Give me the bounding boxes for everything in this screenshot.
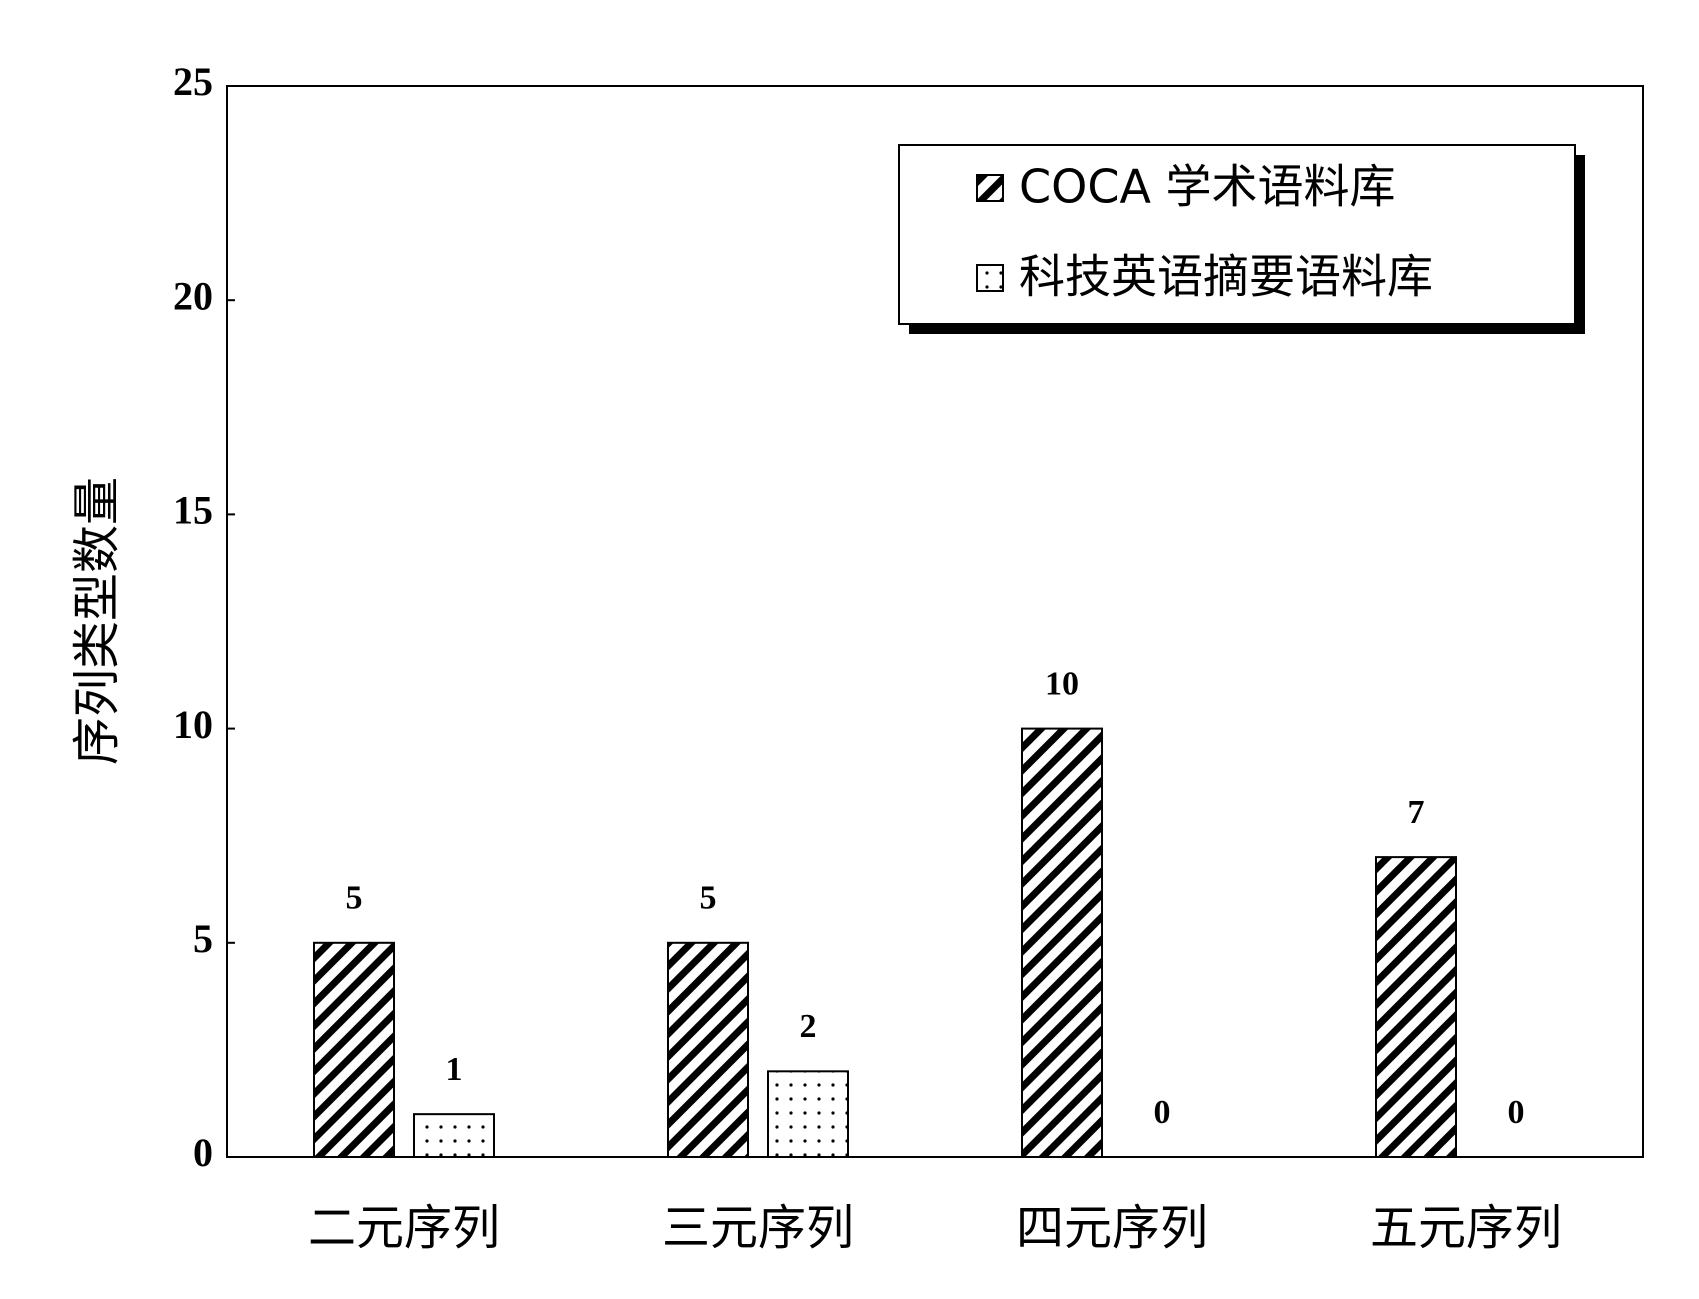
- y-tick-label: 15: [173, 488, 213, 533]
- y-axis-label: 序列类型数量: [69, 477, 125, 765]
- y-tick-label: 10: [173, 702, 213, 747]
- x-tick-label: 五元序列: [1370, 1200, 1562, 1256]
- y-tick-label: 5: [193, 916, 213, 961]
- bar: [667, 941, 749, 1158]
- legend-swatch: [976, 174, 1004, 202]
- value-label: 1: [446, 1051, 463, 1088]
- y-tick-label: 25: [173, 59, 213, 104]
- value-label: 5: [700, 880, 717, 917]
- legend: [898, 144, 1576, 325]
- y-tick-label: 20: [173, 273, 213, 318]
- x-tick-label: 二元序列: [308, 1200, 500, 1256]
- value-label: 0: [1508, 1094, 1525, 1131]
- x-tick-label: 三元序列: [662, 1200, 854, 1256]
- bar: [1021, 727, 1103, 1158]
- value-label: 7: [1408, 794, 1425, 831]
- bar: [1375, 856, 1457, 1158]
- legend-label: COCA 学术语料库: [1019, 160, 1396, 214]
- x-tick-label: 四元序列: [1016, 1200, 1208, 1256]
- value-label: 2: [800, 1008, 817, 1045]
- value-label: 0: [1154, 1094, 1171, 1131]
- plot-frame: [226, 85, 1644, 1158]
- y-tick-label: 0: [193, 1130, 213, 1175]
- legend-swatch: [976, 264, 1004, 292]
- value-label: 10: [1045, 665, 1079, 702]
- legend-label: 科技英语摘要语料库: [1019, 250, 1433, 304]
- value-label: 5: [346, 880, 363, 917]
- bar: [767, 1070, 849, 1158]
- bar: [313, 941, 395, 1158]
- bar: [413, 1113, 495, 1159]
